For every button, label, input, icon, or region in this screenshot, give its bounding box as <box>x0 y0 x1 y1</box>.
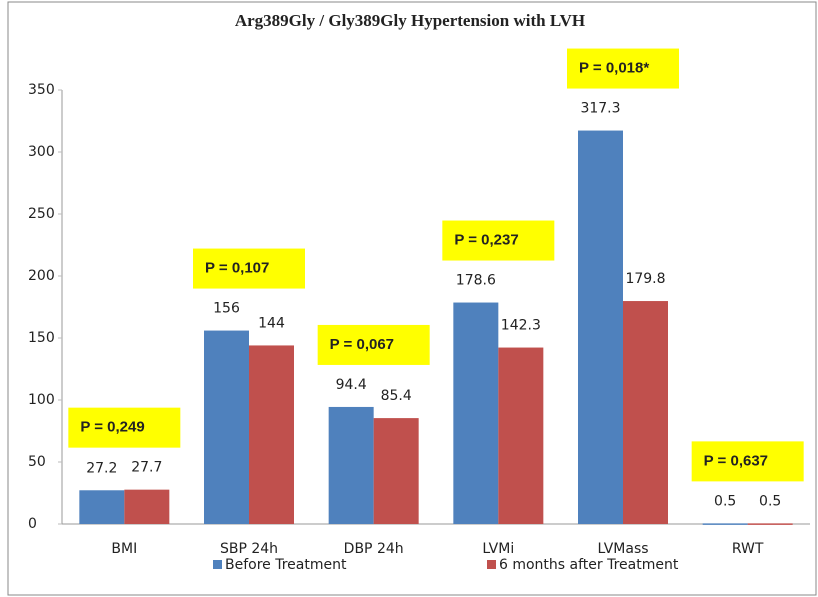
value-label: 156 <box>213 301 240 317</box>
value-label: 27.2 <box>86 460 117 476</box>
x-tick-label: SBP 24h <box>220 541 278 557</box>
bar <box>747 523 793 525</box>
p-value-box <box>691 441 804 482</box>
value-label: 0.5 <box>759 493 781 509</box>
legend-label: 6 months after Treatment <box>499 557 679 573</box>
value-label: 94.4 <box>336 377 367 393</box>
bar <box>373 418 419 524</box>
x-tick-label: RWT <box>732 541 764 557</box>
x-tick-label: LVMass <box>597 541 648 557</box>
bar <box>124 489 170 524</box>
bar <box>328 406 374 524</box>
p-value-label: P = 0,249 <box>80 419 144 436</box>
p-value-label: P = 0,637 <box>704 452 768 469</box>
y-tick-label: 0 <box>28 516 37 532</box>
legend-swatch <box>213 560 222 569</box>
y-tick-label: 250 <box>28 206 55 222</box>
legend-swatch <box>487 560 496 569</box>
bar <box>249 345 294 524</box>
value-label: 27.7 <box>131 460 162 476</box>
chart-title: Arg389Gly / Gly389Gly Hypertension with … <box>235 11 585 30</box>
y-tick-label: 150 <box>28 330 55 346</box>
y-tick-label: 100 <box>28 392 55 408</box>
p-value-box <box>442 220 555 261</box>
x-tick-label: BMI <box>111 541 137 557</box>
value-label: 178.6 <box>456 273 496 289</box>
y-tick-label: 200 <box>28 268 55 284</box>
p-value-label: P = 0,237 <box>454 232 518 249</box>
p-value-box <box>317 324 430 365</box>
value-label: 144 <box>258 315 285 331</box>
bar <box>498 347 544 524</box>
y-tick-label: 350 <box>28 82 55 98</box>
p-value-label: P = 0,018* <box>579 60 649 77</box>
bar <box>623 301 668 524</box>
bar <box>453 302 499 524</box>
value-label: 179.8 <box>625 271 665 287</box>
p-value-label: P = 0,067 <box>330 336 394 353</box>
bar <box>204 330 249 524</box>
value-label: 317.3 <box>580 101 620 117</box>
value-label: 0.5 <box>714 493 736 509</box>
x-tick-label: DBP 24h <box>344 541 404 557</box>
p-value-label: P = 0,107 <box>205 260 269 277</box>
value-label: 142.3 <box>501 318 541 334</box>
x-tick-label: LVMi <box>482 541 514 557</box>
bar <box>79 490 125 524</box>
value-label: 85.4 <box>381 388 412 404</box>
p-value-box <box>68 407 181 448</box>
p-value-box <box>193 248 305 289</box>
y-tick-label: 300 <box>28 144 55 160</box>
bar <box>578 130 623 524</box>
p-value-box <box>567 48 679 89</box>
legend-label: Before Treatment <box>225 557 347 573</box>
y-tick-label: 50 <box>28 454 46 470</box>
bar <box>702 523 748 525</box>
